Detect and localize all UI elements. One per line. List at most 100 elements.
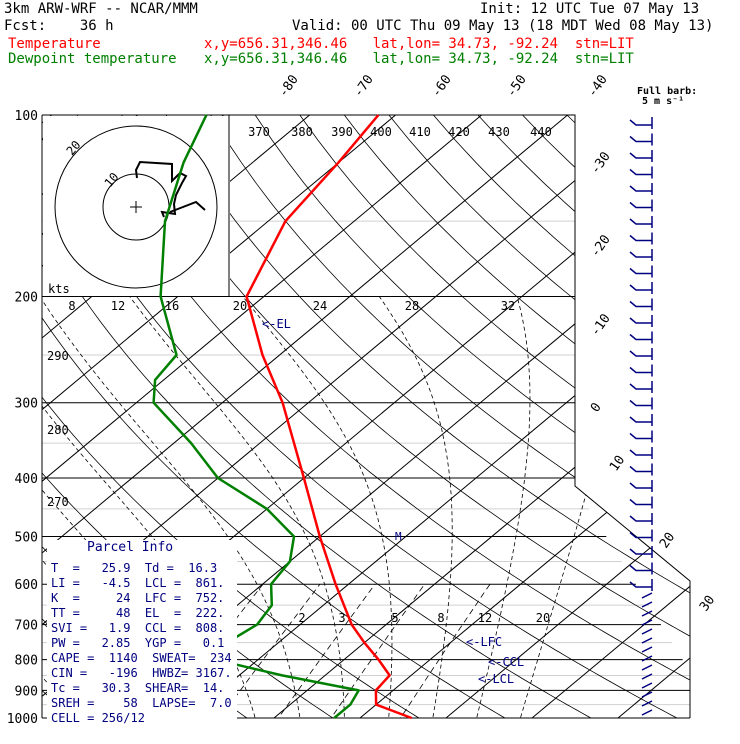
isotherm-label: 10: [607, 453, 628, 474]
dry-adiabat: [656, 115, 740, 731]
wind-barb: [630, 401, 652, 406]
isotherm-label: -40: [585, 72, 611, 100]
isotherm: [274, 115, 740, 718]
theta-label: 440: [530, 125, 552, 139]
wind-barb: [630, 318, 652, 323]
kts-label: kts: [48, 282, 70, 296]
parcel-row: CIN = -196 HWBZ= 3167.: [51, 667, 232, 680]
dry-adiabat: [612, 115, 740, 731]
isotherm: [618, 115, 740, 718]
isotherm-label: -20: [588, 232, 614, 260]
dry-adiabat: [478, 115, 740, 731]
dry-adiabat: [0, 115, 4, 731]
wind-barb: [630, 153, 652, 158]
wind-barb: [630, 219, 652, 224]
level-marker: M: [395, 530, 402, 543]
parcel-row: TT = 48 EL = 222.: [51, 607, 224, 620]
forecast-hour: Fcst: 36 h: [4, 19, 114, 34]
wind-barb: [642, 692, 652, 697]
mixing-ratio-line: [322, 584, 424, 731]
isobar-label: 800: [15, 654, 38, 669]
wind-barb: [630, 252, 652, 257]
valid-time: Valid: 00 UTC Thu 09 May 13 (18 MDT Wed …: [292, 19, 713, 34]
wind-barb: [630, 500, 652, 505]
mixing-ratio-label: 8: [437, 611, 444, 625]
isobar-label: 1000: [7, 712, 38, 727]
dewpoint-legend-label: Dewpoint temperature: [8, 52, 177, 67]
level-marker: <-LFC: [466, 635, 502, 649]
parcel-row: K = 24 LFC = 752.: [51, 592, 224, 605]
isotherm: [532, 115, 740, 718]
isobar-label: 200: [15, 291, 38, 306]
moist-adiabat: [379, 297, 452, 731]
wind-barbs: [630, 117, 652, 715]
isobar-label: 600: [15, 578, 38, 593]
parcel-row: SREH = 58 LAPSE= 7.0: [51, 697, 232, 710]
wind-barb: [630, 269, 652, 274]
wind-barb: [630, 450, 652, 455]
theta-label: 420: [448, 125, 470, 139]
wind-barb: [642, 674, 652, 679]
wind-barb: [630, 203, 652, 208]
level-marker: <-LCL: [478, 672, 514, 686]
parcel-row: SVI = 1.9 CCL = 808.: [51, 622, 224, 635]
wind-barb: [630, 186, 652, 191]
moist-adiabat: [517, 297, 628, 731]
wind-barb: [630, 302, 652, 307]
isotherm: [446, 115, 740, 718]
parcel-info-title: Parcel Info: [87, 540, 173, 555]
mixing-ratio-label: 12: [478, 611, 492, 625]
wind-barb: [630, 368, 652, 373]
level-marker: <-EL: [262, 317, 291, 331]
parcel-row: CELL = 256/12: [51, 712, 145, 725]
isotherm-label: -10: [588, 311, 614, 339]
isotherm-label: -60: [429, 72, 455, 100]
wind-barb: [642, 602, 652, 607]
isotherm-label: -50: [504, 72, 530, 100]
hodo-speed-label: 12: [111, 299, 125, 313]
temperature-station-info: x,y=656.31,346.46 lat,lon= 34.73, -92.24…: [204, 37, 634, 52]
dry-adiabat: [389, 115, 740, 731]
isotherm-label: 20: [657, 530, 678, 551]
theta-label: 290: [47, 349, 69, 363]
wind-barb: [630, 582, 652, 587]
isotherm-label: -80: [276, 72, 302, 100]
wind-barb: [630, 417, 652, 422]
parcel-row: CAPE = 1140 SWEAT= 234: [51, 652, 232, 665]
barb-legend: 5 m s⁻¹: [642, 96, 684, 107]
wind-barb: [630, 236, 652, 241]
wind-barb: [642, 593, 652, 598]
hodo-speed-label: 16: [165, 299, 179, 313]
theta-label: 400: [370, 125, 392, 139]
wind-barb: [630, 549, 652, 554]
wind-barb: [642, 665, 652, 670]
dry-adiabat: [523, 115, 740, 731]
isobar-label: 300: [15, 397, 38, 412]
wind-barb: [630, 351, 652, 356]
mixing-ratio-label: 2: [298, 611, 305, 625]
theta-label: 280: [47, 423, 69, 437]
wind-barb: [630, 285, 652, 290]
parcel-row: Tc = 30.3 SHEAR= 14.: [51, 682, 224, 695]
isobar-label: 100: [15, 109, 38, 124]
wind-barb: [630, 483, 652, 488]
isobar-label: 900: [15, 684, 38, 699]
isobar-label: 500: [15, 530, 38, 545]
wind-barb: [642, 683, 652, 688]
isotherm-label: 0: [588, 400, 605, 415]
temperature-legend-label: Temperature: [8, 37, 101, 52]
mixing-ratio-label: 3: [338, 611, 345, 625]
dry-adiabat: [567, 115, 740, 731]
parcel-info-panel: Parcel Info T = 25.9 Td = 16.3 LI = -4.5…: [47, 540, 237, 738]
temperature-profile: [247, 115, 412, 718]
theta-label: 410: [409, 125, 431, 139]
wind-barb: [630, 384, 652, 389]
wind-barb: [630, 467, 652, 472]
wind-barb: [630, 533, 652, 538]
isotherm-label: -30: [588, 149, 614, 177]
wind-barb: [630, 566, 652, 571]
wind-barb: [630, 335, 652, 340]
mixing-ratio-label: 5: [391, 611, 398, 625]
wind-barb: [630, 434, 652, 439]
